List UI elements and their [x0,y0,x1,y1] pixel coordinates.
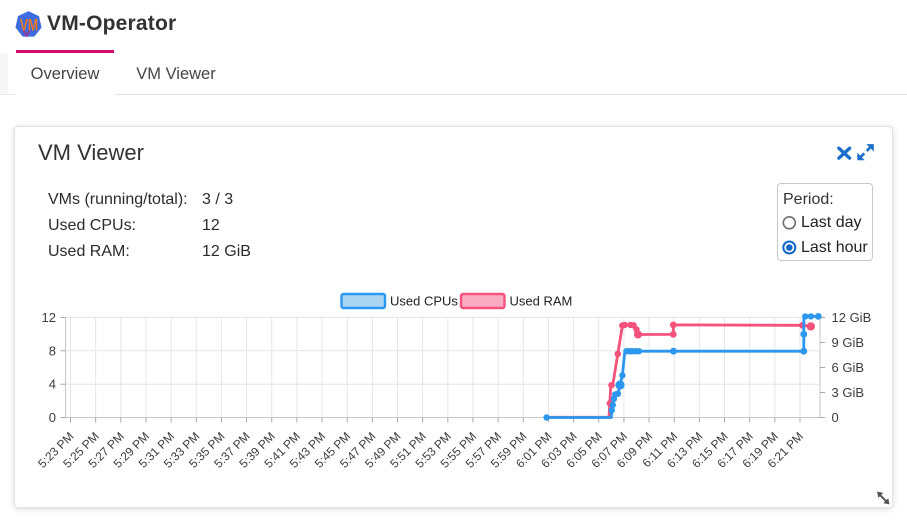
svg-text:VM: VM [20,16,38,35]
